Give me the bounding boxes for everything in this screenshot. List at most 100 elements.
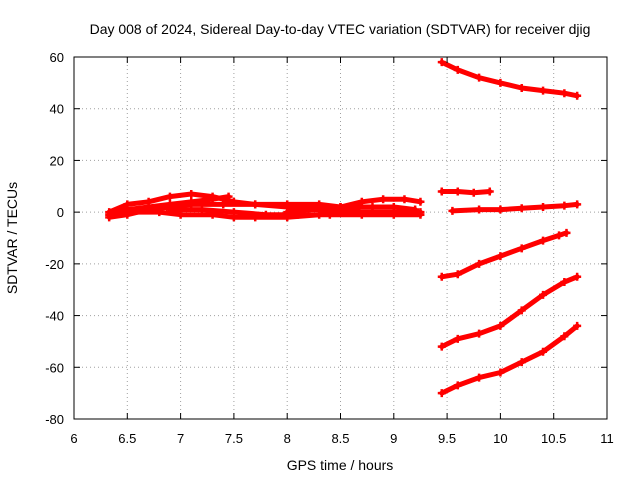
data-point [539,202,548,211]
data-point [517,84,526,93]
data-point [560,201,569,210]
data-point [573,200,582,209]
series-track-5 [123,208,425,222]
x-tick-label: 7.5 [225,431,243,446]
y-tick-label: -20 [45,257,64,272]
data-point [123,208,132,217]
data-point [539,236,548,245]
data-point [105,213,114,222]
data-point [453,65,462,74]
data-point [560,332,569,341]
data-point [437,342,446,351]
data-point [187,190,196,199]
series-track-9 [448,200,582,215]
data-point [251,200,260,209]
x-tick-label: 9.5 [438,431,456,446]
data-point [389,202,398,211]
data-point [437,272,446,281]
data-point [453,334,462,343]
x-tick-label: 7 [177,431,184,446]
data-point [283,200,292,209]
x-tick-label: 10.5 [541,431,566,446]
data-point [155,208,164,217]
data-point [368,202,377,211]
series-line [439,189,493,196]
data-point [219,200,228,209]
data-point [496,368,505,377]
data-point [469,188,478,197]
x-tick-label: 6.5 [118,431,136,446]
x-axis-label: GPS time / hours [287,457,394,473]
data-point [573,321,582,330]
data-point [229,213,238,222]
data-point [453,381,462,390]
data-point [539,347,548,356]
data-point [475,73,484,82]
series-track-10 [437,228,571,281]
data-point [208,210,217,219]
data-point [453,270,462,279]
data-point [560,277,569,286]
data-point [496,252,505,261]
data-point [304,205,313,214]
y-tick-label: -80 [45,412,64,427]
y-tick-label: 0 [57,205,64,220]
series-line [439,230,569,280]
data-point [379,195,388,204]
data-point [176,210,185,219]
data-point [560,89,569,98]
data-point [573,272,582,281]
series-line [439,323,580,396]
data-point [411,205,420,214]
data-point [539,86,548,95]
data-point [437,389,446,398]
data-point [224,192,233,201]
data-point [517,306,526,315]
series-track-12 [437,321,582,398]
series-track-6 [283,202,420,217]
data-point [416,208,425,217]
data-point [283,208,292,217]
series-track-11 [437,272,582,351]
data-point [517,204,526,213]
series-line [439,59,580,99]
y-tick-label: 40 [50,102,64,117]
data-point [416,197,425,206]
data-point [475,373,484,382]
data-point [437,58,446,67]
series-line [439,274,580,350]
data-point [475,205,484,214]
data-point [496,205,505,214]
x-tick-label: 9 [390,431,397,446]
y-tick-label: 60 [50,50,64,65]
y-tick-label: -60 [45,360,64,375]
x-tick-label: 8 [284,431,291,446]
data-point [475,329,484,338]
data-point [251,213,260,222]
data-point [485,187,494,196]
data-point [315,200,324,209]
data-point [208,195,217,204]
data-series [105,58,582,398]
data-point [475,259,484,268]
grid [74,57,607,419]
data-point [357,197,366,206]
x-tick-label: 11 [600,431,614,446]
y-axis-ticks: -80 -60 -40 -20 0 20 40 60 [45,50,607,427]
series-line [449,201,580,214]
y-axis-label: SDTVAR / TECUs [4,182,20,294]
data-point [187,200,196,209]
data-point [517,244,526,253]
data-point [573,91,582,100]
x-tick-label: 6 [70,431,77,446]
data-point [437,187,446,196]
data-point [555,231,564,240]
data-point [517,358,526,367]
data-point [448,206,457,215]
data-point [562,228,571,237]
x-tick-label: 8.5 [331,431,349,446]
x-axis-ticks: 6 6.5 7 7.5 8 8.5 9 9.5 10 10.5 11 [70,57,614,446]
series-track-7 [437,58,582,100]
y-tick-label: -40 [45,309,64,324]
